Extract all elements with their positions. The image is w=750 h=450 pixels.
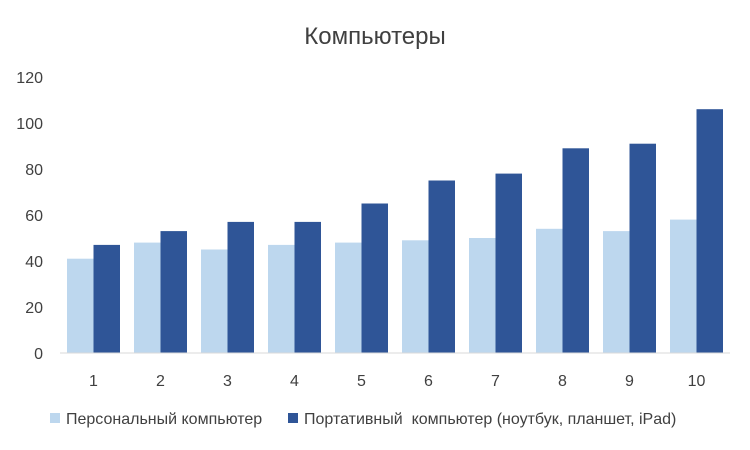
bar-series-2 <box>495 173 522 353</box>
x-tick-label: 6 <box>424 373 433 390</box>
x-tick-label: 5 <box>357 373 366 390</box>
bar-series-1 <box>536 228 563 353</box>
x-tick-label: 10 <box>688 373 706 390</box>
y-tick-label: 100 <box>16 116 43 133</box>
bar-series-1 <box>603 231 630 353</box>
y-tick-label: 40 <box>25 254 43 271</box>
x-tick-label: 9 <box>625 373 634 390</box>
bar-series-1 <box>268 244 295 353</box>
x-tick-label: 8 <box>558 373 567 390</box>
x-tick-label: 2 <box>156 373 165 390</box>
x-tick-label: 4 <box>290 373 299 390</box>
legend: Персональный компьютер Портативный компь… <box>50 411 676 428</box>
x-tick-label: 7 <box>491 373 500 390</box>
legend-swatch-series-1 <box>50 413 60 423</box>
chart-title: Компьютеры <box>304 23 445 50</box>
y-tick-label: 0 <box>34 346 43 363</box>
bar-series-1 <box>201 249 228 353</box>
bar-series-1 <box>134 242 161 353</box>
y-tick-label: 20 <box>25 300 43 317</box>
bar-series-2 <box>93 244 120 353</box>
bars <box>67 109 723 353</box>
bar-series-2 <box>294 221 321 353</box>
bar-series-1 <box>670 219 697 353</box>
bar-series-2 <box>227 221 254 353</box>
bar-series-2 <box>629 143 656 353</box>
x-tick-label: 1 <box>89 373 98 390</box>
legend-label-series-2: Портативный компьютер (ноутбук, планшет,… <box>304 411 676 428</box>
y-tick-label: 60 <box>25 208 43 225</box>
bar-series-2 <box>696 109 723 353</box>
x-tick-label: 3 <box>223 373 232 390</box>
y-axis-ticks: 0 20 40 60 80 100 120 <box>16 70 43 363</box>
bar-series-1 <box>402 240 429 353</box>
bar-series-1 <box>469 238 496 353</box>
x-axis-ticks: 1 2 3 4 5 6 7 8 9 10 <box>89 373 705 390</box>
bar-series-2 <box>428 180 455 353</box>
bar-series-2 <box>361 203 388 353</box>
legend-label-series-1: Персональный компьютер <box>66 411 262 428</box>
bar-series-1 <box>335 242 362 353</box>
legend-swatch-series-2 <box>288 413 298 423</box>
y-tick-label: 120 <box>16 70 43 87</box>
bar-series-2 <box>160 231 187 353</box>
bar-series-2 <box>562 148 589 353</box>
y-tick-label: 80 <box>25 162 43 179</box>
bar-series-1 <box>67 258 94 353</box>
